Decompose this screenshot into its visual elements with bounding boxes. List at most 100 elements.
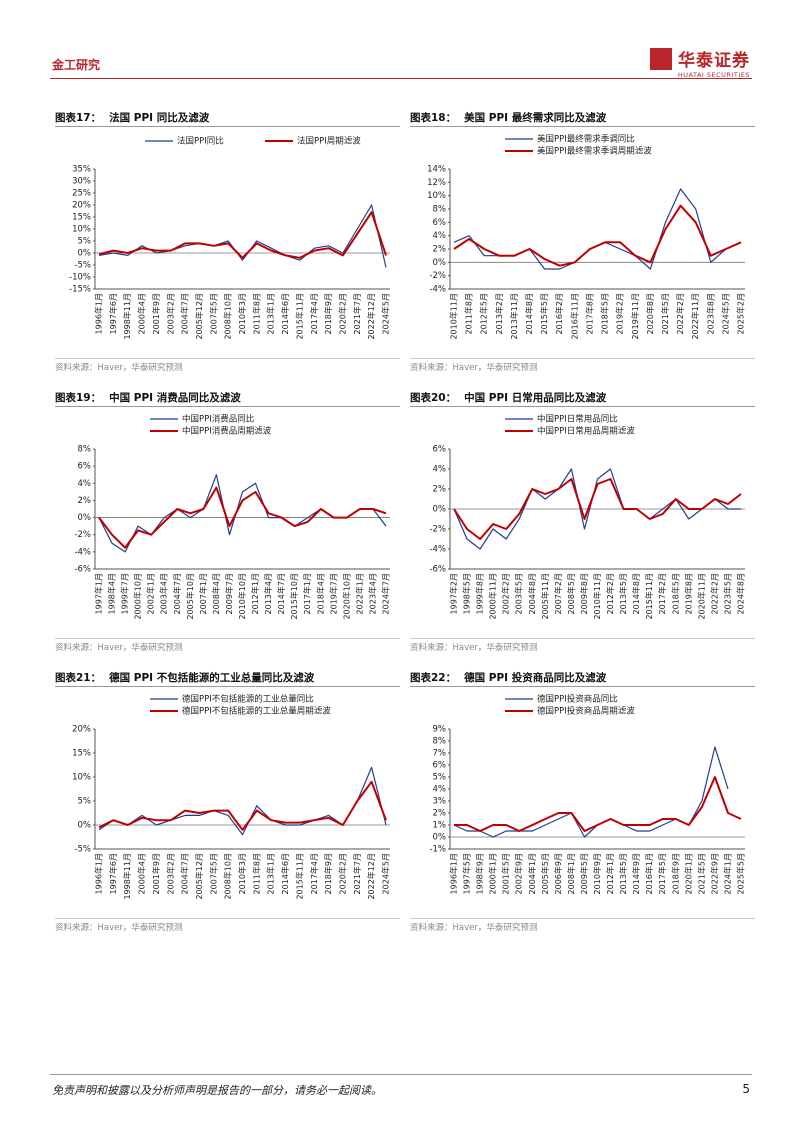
x-tick-label: 2021年5月 (696, 853, 706, 894)
series-line (98, 211, 387, 259)
x-tick-label: 2022年9月 (709, 853, 719, 894)
x-tick-label: 2004年8月 (527, 573, 537, 614)
y-tick-label: 6% (433, 761, 447, 771)
y-tick-label: -15% (69, 285, 91, 295)
y-tick-label: -10% (69, 273, 91, 283)
x-tick-label: 2016年1月 (644, 853, 654, 894)
x-tick-label: 2017年8月 (584, 293, 594, 334)
x-tick-label: 2018年5月 (600, 293, 610, 334)
x-tick-label: 2000年10月 (133, 573, 143, 620)
x-tick-label: 2009年7月 (224, 573, 234, 614)
x-tick-label: 2000年4月 (137, 293, 147, 334)
x-tick-label: 1997年1月 (94, 573, 104, 614)
series-line (98, 474, 387, 553)
legend-label: 中国PPI日常用品同比 (537, 414, 618, 425)
y-tick-label: 6% (433, 445, 447, 455)
legend-label: 法国PPI周期滤波 (297, 136, 361, 147)
y-tick-label: 2% (433, 485, 447, 495)
disclaimer: 免责声明和披露以及分析师声明是报告的一部分，请务必一起阅读。 (52, 1084, 382, 1097)
x-tick-label: 2018年4月 (315, 573, 325, 614)
x-tick-label: 2005年12月 (194, 293, 204, 340)
x-tick-label: 2010年9月 (592, 853, 602, 894)
x-tick-label: 2007年1月 (198, 573, 208, 614)
y-tick-label: -4% (429, 545, 446, 555)
chart-number: 图表19： (55, 392, 102, 404)
chart-number: 图表17： (55, 112, 102, 124)
y-tick-label: 20% (72, 725, 91, 735)
chart-title: 法国 PPI 同比及滤波 (109, 112, 210, 124)
x-tick-label: 2003年5月 (514, 573, 524, 614)
x-tick-label: 2017年4月 (309, 293, 319, 334)
y-tick-label: 9% (433, 725, 447, 735)
x-tick-label: 2004年7月 (180, 853, 190, 894)
chart-title: 中国 PPI 消费品同比及滤波 (109, 392, 241, 404)
x-tick-label: 2019年7月 (328, 573, 338, 614)
series-line (98, 780, 387, 831)
x-tick-label: 2014年7月 (276, 573, 286, 614)
x-tick-label: 2022年1月 (354, 573, 364, 614)
logo-mark (649, 48, 672, 70)
y-tick-label: -4% (74, 547, 91, 557)
x-tick-label: 2002年9月 (514, 853, 524, 894)
chart-title-row: 图表22： 德国 PPI 投资商品同比及滤波 (410, 670, 755, 687)
x-tick-label: 2015年10月 (289, 573, 299, 620)
legend-label: 美国PPI最终需求季调同比 (537, 134, 635, 145)
x-tick-label: 2019年8月 (683, 573, 693, 614)
source-note: 资料来源：Haver，华泰研究预测 (55, 638, 400, 653)
series-line (453, 468, 741, 550)
x-tick-label: 2018年9月 (323, 293, 333, 334)
x-tick-label: 2006年9月 (553, 853, 563, 894)
y-tick-label: -5% (74, 261, 91, 271)
x-tick-label: 2011年8月 (251, 293, 261, 334)
chart-panel: 图表18： 美国 PPI 最终需求同比及滤波美国PPI最终需求季调同比 美国PPI最… (410, 110, 755, 373)
y-tick-label: 30% (72, 177, 91, 187)
x-tick-label: 2015年11月 (294, 853, 304, 900)
x-tick-label: 2020年8月 (645, 293, 655, 334)
x-tick-label: 1997年2月 (449, 573, 459, 614)
x-tick-label: 2014年9月 (631, 853, 641, 894)
x-tick-label: 2024年5月 (720, 293, 730, 334)
chart-title-row: 图表18： 美国 PPI 最终需求同比及滤波 (410, 110, 755, 127)
x-tick-label: 2023年8月 (705, 293, 715, 334)
x-tick-label: 2012年1月 (605, 853, 615, 894)
x-tick-label: 2003年2月 (165, 293, 175, 334)
x-tick-label: 2014年6月 (280, 853, 290, 894)
legend-label: 德国PPI投资商品周期滤波 (537, 706, 635, 717)
y-tick-label: 0% (78, 249, 92, 259)
x-tick-label: 2022年12月 (366, 853, 376, 900)
x-tick-label: 2025年5月 (736, 853, 746, 894)
series-line (453, 478, 742, 540)
legend-label: 德国PPI不包括能源的工业总量同比 (182, 694, 314, 705)
y-tick-label: 6% (433, 218, 447, 228)
page-number: 5 (742, 1082, 750, 1096)
legend-label: 美国PPI最终需求季调周期滤波 (537, 146, 652, 157)
x-tick-label: 2020年1月 (683, 853, 693, 894)
x-tick-label: 2018年5月 (670, 573, 680, 614)
x-tick-label: 2013年1月 (266, 293, 276, 334)
y-tick-label: 7% (433, 749, 447, 759)
y-tick-label: 0% (78, 821, 92, 831)
x-tick-label: 2000年1月 (488, 853, 498, 894)
y-tick-label: 0% (433, 258, 447, 268)
x-tick-label: 2005年12月 (194, 853, 204, 900)
y-tick-label: -6% (429, 565, 446, 575)
x-tick-label: 2011年8月 (464, 293, 474, 334)
footer-rule (50, 1074, 752, 1075)
x-tick-label: 2010年10月 (237, 573, 247, 620)
x-tick-label: 2007年2月 (553, 573, 563, 614)
brand-en: HUATAI SECURITIES (677, 71, 750, 79)
x-tick-label: 2003年4月 (159, 573, 169, 614)
x-tick-label: 2014年8月 (524, 293, 534, 334)
x-tick-label: 2009年5月 (579, 853, 589, 894)
x-tick-label: 2008年4月 (211, 573, 221, 614)
source-note: 资料来源：Haver，华泰研究预测 (410, 918, 755, 933)
x-tick-label: 2020年11月 (696, 573, 706, 620)
source-note: 资料来源：Haver，华泰研究预测 (410, 358, 755, 373)
x-tick-label: 2008年5月 (566, 573, 576, 614)
x-tick-label: 2005年11月 (540, 573, 550, 620)
y-tick-label: 15% (72, 749, 91, 759)
x-tick-label: 1998年4月 (107, 573, 117, 614)
